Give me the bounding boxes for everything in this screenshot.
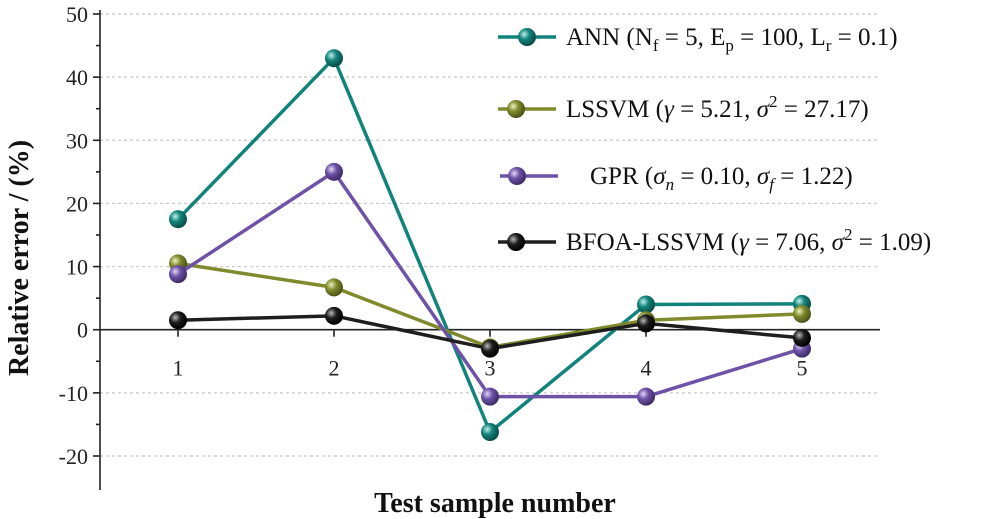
y-tick-label: 10 bbox=[66, 255, 88, 280]
data-point bbox=[793, 304, 811, 323]
x-tick-label: 5 bbox=[797, 356, 808, 381]
data-point bbox=[325, 162, 343, 181]
x-tick-label: 1 bbox=[173, 356, 184, 381]
legend-item-gpr: GPR (σn = 0.10, σf = 1.22) bbox=[500, 163, 853, 194]
data-point bbox=[325, 49, 343, 68]
y-tick-label: -20 bbox=[59, 444, 88, 469]
legend: ANN (Nf = 5, Ep = 100, Lr = 0.1) LSSVM (… bbox=[498, 24, 931, 256]
legend-lssvm-name: LSSVM bbox=[566, 96, 649, 123]
data-point bbox=[481, 387, 499, 406]
series bbox=[169, 49, 811, 442]
svg-text:ANN (Nf = 5, Ep = 100, Lr = 0.: ANN (Nf = 5, Ep = 100, Lr = 0.1) bbox=[566, 24, 898, 55]
y-tick-label: 20 bbox=[66, 191, 88, 216]
data-point bbox=[637, 387, 655, 406]
data-point bbox=[481, 339, 499, 358]
svg-text:GPR (σn = 0.10, σf = 1.22): GPR (σn = 0.10, σf = 1.22) bbox=[590, 163, 853, 194]
legend-item-bfoa-lssvm: BFOA-LSSVM (γ = 7.06, σ2 = 1.09) bbox=[498, 225, 931, 256]
y-tick-label: 0 bbox=[77, 318, 88, 343]
legend-item-ann: ANN (Nf = 5, Ep = 100, Lr = 0.1) bbox=[498, 24, 898, 55]
data-point bbox=[637, 314, 655, 333]
x-tick-label: 4 bbox=[641, 356, 652, 381]
data-point bbox=[325, 306, 343, 325]
data-point bbox=[637, 295, 655, 314]
data-point bbox=[481, 423, 499, 442]
data-point bbox=[169, 311, 187, 330]
data-point bbox=[793, 328, 811, 347]
x-axis-title: Test sample number bbox=[374, 488, 616, 519]
y-axis-title: Relative error / (%) bbox=[4, 140, 35, 376]
legend-item-lssvm: LSSVM (γ = 5.21, σ2 = 27.17) bbox=[498, 92, 869, 123]
legend-gpr-name: GPR bbox=[590, 163, 639, 190]
data-point bbox=[325, 278, 343, 297]
data-point bbox=[169, 210, 187, 229]
series-3 bbox=[169, 306, 811, 358]
y-tick-label: 40 bbox=[66, 65, 88, 90]
legend-ann-name: ANN bbox=[566, 24, 620, 51]
x-tick-label: 3 bbox=[485, 356, 496, 381]
series-0 bbox=[169, 49, 811, 442]
y-tick-label: -10 bbox=[59, 381, 88, 406]
svg-text:LSSVM (γ = 5.21, σ2 = 27.17): LSSVM (γ = 5.21, σ2 = 27.17) bbox=[566, 92, 869, 123]
axes: -20 -10 0 10 20 30 40 50 1 2 3 4 5 bbox=[59, 2, 880, 490]
y-tick-label: 30 bbox=[66, 128, 88, 153]
svg-text:BFOA-LSSVM (γ = 7.06, σ2 = 1.: BFOA-LSSVM (γ = 7.06, σ2 = 1.09) bbox=[566, 225, 931, 256]
data-point bbox=[169, 265, 187, 284]
legend-bfoa-name: BFOA-LSSVM bbox=[566, 229, 724, 256]
y-tick-label: 50 bbox=[66, 2, 88, 27]
x-tick-label: 2 bbox=[329, 356, 340, 381]
